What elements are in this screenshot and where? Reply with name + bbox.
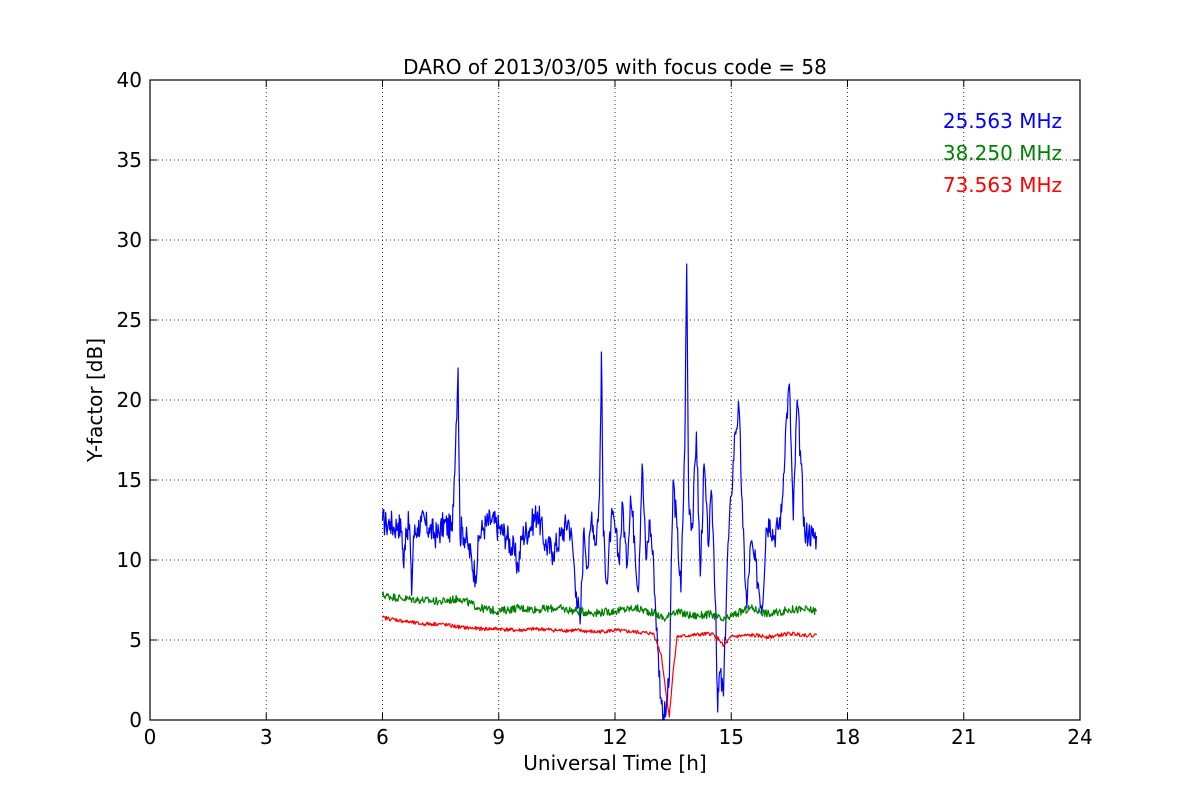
x-tick-label: 12 <box>602 725 627 749</box>
x-tick-label: 24 <box>1067 725 1092 749</box>
y-tick-label: 40 <box>117 68 142 92</box>
series-line <box>381 591 818 622</box>
series-line <box>381 263 818 721</box>
y-tick-label: 30 <box>117 228 142 252</box>
y-axis-label: Y-factor [dB] <box>83 338 107 463</box>
y-tick-label: 5 <box>129 628 142 652</box>
legend-entry: 38.250 MHz <box>943 141 1062 165</box>
tick-labels: 0 3 6 9 12 15 18 21 24 0 5 10 15 20 25 30 35 40 <box>117 68 1093 749</box>
y-tick-label: 10 <box>117 548 142 572</box>
series-line <box>381 615 818 718</box>
series-layer <box>381 263 818 721</box>
x-tick-label: 6 <box>376 725 389 749</box>
chart-title: DARO of 2013/03/05 with focus code = 58 <box>403 55 827 79</box>
ticks <box>149 79 1081 721</box>
y-tick-label: 15 <box>117 468 142 492</box>
x-tick-label: 0 <box>144 725 157 749</box>
x-tick-label: 18 <box>835 725 860 749</box>
y-tick-label: 25 <box>117 308 142 332</box>
x-tick-label: 21 <box>951 725 976 749</box>
y-tick-label: 20 <box>117 388 142 412</box>
x-axis-label: Universal Time [h] <box>523 751 706 775</box>
x-tick-label: 9 <box>492 725 505 749</box>
y-tick-label: 35 <box>117 148 142 172</box>
x-tick-label: 3 <box>260 725 273 749</box>
legend-entry: 25.563 MHz <box>943 109 1062 133</box>
grid <box>150 80 1080 720</box>
legend: 25.563 MHz 38.250 MHz 73.563 MHz <box>943 109 1062 197</box>
x-tick-label: 15 <box>719 725 744 749</box>
y-tick-label: 0 <box>129 708 142 732</box>
legend-entry: 73.563 MHz <box>943 173 1062 197</box>
